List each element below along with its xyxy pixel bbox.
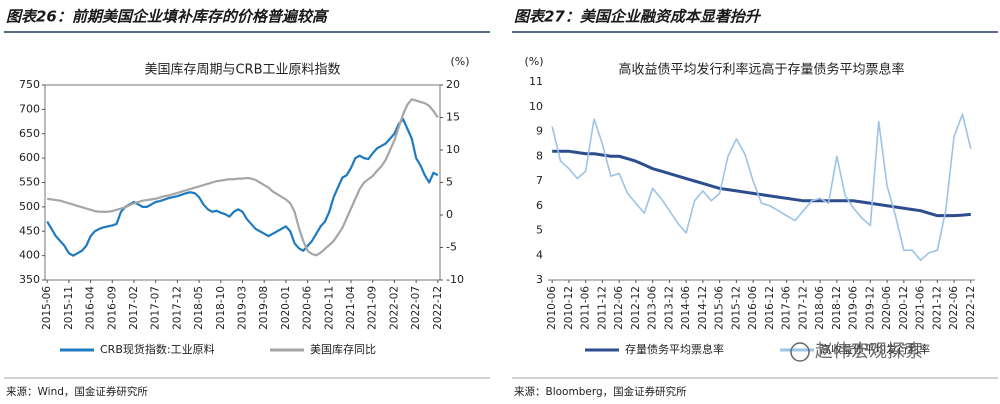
y-tick-label: 7 <box>536 174 543 187</box>
x-tick-label: 2014-06 <box>680 286 692 330</box>
legend-label: 存量债务平均票息率 <box>625 342 724 356</box>
series-line <box>552 149 971 218</box>
y-tick-label: 10 <box>529 100 543 113</box>
x-tick-label: 2020-06 <box>881 286 893 330</box>
y2-tick-label: 5 <box>446 176 453 189</box>
x-tick-label: 2022-07 <box>410 286 422 330</box>
x-tick-label: 2011-06 <box>580 286 592 330</box>
y-tick-label: 700 <box>19 102 40 115</box>
series-line <box>46 118 439 257</box>
watermark: 赵伟宏观探索 <box>815 341 923 362</box>
y-tick-label: 6 <box>536 199 543 212</box>
x-tick-label: 2020-06 <box>302 286 314 330</box>
x-tick-label: 2018-12 <box>831 286 843 330</box>
y-unit: (%) <box>524 55 543 68</box>
y-tick-label: 8 <box>536 149 543 162</box>
x-tick-label: 2015-11 <box>63 286 75 330</box>
y2-tick-label: 15 <box>446 111 460 124</box>
y2-tick-label: -10 <box>446 273 464 286</box>
x-tick-label: 2022-12 <box>965 286 977 330</box>
watermark-icon <box>790 342 810 362</box>
x-tick-label: 2016-04 <box>85 286 97 330</box>
legend-label: 美国库存同比 <box>310 342 376 356</box>
y-tick-label: 650 <box>19 127 40 140</box>
x-tick-label: 2020-12 <box>898 286 910 330</box>
y-tick-label: 550 <box>19 176 40 189</box>
x-tick-label: 2015-06 <box>41 286 53 330</box>
plot-frame <box>44 84 441 281</box>
legend-label: 高收益债平均发行利率 <box>820 342 930 356</box>
x-tick-label: 2017-06 <box>781 286 793 330</box>
x-tick-label: 2022-06 <box>948 286 960 330</box>
x-tick-label: 2015-06 <box>714 286 726 330</box>
y2-tick-label: -5 <box>446 241 457 254</box>
x-tick-label: 2016-12 <box>764 286 776 330</box>
y-tick-label: 750 <box>19 78 40 91</box>
x-tick-label: 2018-10 <box>215 286 227 330</box>
x-tick-label: 2016-06 <box>747 286 759 330</box>
x-tick-label: 2013-12 <box>663 286 675 330</box>
x-tick-label: 2012-12 <box>630 286 642 330</box>
chart-title: 高收益债平均发行利率远高于存量债务平均票息率 <box>618 62 904 78</box>
x-tick-label: 2019-06 <box>848 286 860 330</box>
x-tick-label: 2019-08 <box>258 286 270 330</box>
x-tick-label: 2017-02 <box>128 286 140 330</box>
y-tick-label: 4 <box>536 248 543 261</box>
x-tick-label: 2019-03 <box>237 286 249 330</box>
x-tick-label: 2017-12 <box>171 286 183 330</box>
series-line <box>551 113 972 261</box>
series-line <box>47 98 439 257</box>
x-tick-label: 2010-06 <box>546 286 558 330</box>
y-tick-label: 400 <box>19 249 40 262</box>
x-tick-label: 2018-05 <box>193 286 205 330</box>
y-tick-label: 600 <box>19 151 40 164</box>
legend-label: CRB现货指数:工业原料 <box>100 342 215 356</box>
source: 来源：Wind，国金证券研究所 <box>6 385 148 398</box>
x-tick-label: 2022-12 <box>432 286 444 330</box>
x-tick-label: 2021-09 <box>367 286 379 330</box>
x-tick-label: 2020-01 <box>280 286 292 330</box>
y-tick-label: 3 <box>536 273 543 286</box>
x-tick-label: 2018-06 <box>814 286 826 330</box>
x-tick-label: 2012-06 <box>613 286 625 330</box>
x-tick-label: 2021-12 <box>931 286 943 330</box>
figure-title: 图表26：前期美国企业填补库存的价格普遍较高 <box>6 8 330 26</box>
y-tick-label: 5 <box>536 224 543 237</box>
x-tick-label: 2020-11 <box>323 286 335 330</box>
x-tick-label: 2019-12 <box>864 286 876 330</box>
y-tick-label: 9 <box>536 125 543 138</box>
x-tick-label: 2013-06 <box>647 286 659 330</box>
y-tick-label: 11 <box>529 75 543 88</box>
x-tick-label: 2017-07 <box>150 286 162 330</box>
y-tick-label: 500 <box>19 200 40 213</box>
source: 来源：Bloomberg，国金证券研究所 <box>514 385 687 398</box>
x-tick-label: 2021-04 <box>345 286 357 330</box>
y2-tick-label: 20 <box>446 78 460 91</box>
y2-tick-label: 0 <box>446 208 453 221</box>
y-tick-label: 450 <box>19 224 40 237</box>
x-tick-label: 2014-12 <box>697 286 709 330</box>
y-tick-label: 350 <box>19 273 40 286</box>
x-tick-label: 2015-12 <box>730 286 742 330</box>
x-tick-label: 2017-12 <box>797 286 809 330</box>
x-tick-label: 2021-06 <box>915 286 927 330</box>
x-tick-label: 2010-12 <box>563 286 575 330</box>
y2-unit: (%) <box>450 55 469 68</box>
x-tick-label: 2011-12 <box>596 286 608 330</box>
y2-tick-label: 10 <box>446 143 460 156</box>
x-tick-label: 2016-09 <box>106 286 118 330</box>
chart-title: 美国库存周期与CRB工业原料指数 <box>144 62 340 78</box>
figure-title: 图表27：美国企业融资成本显著抬升 <box>514 8 762 26</box>
x-tick-label: 2022-02 <box>388 286 400 330</box>
